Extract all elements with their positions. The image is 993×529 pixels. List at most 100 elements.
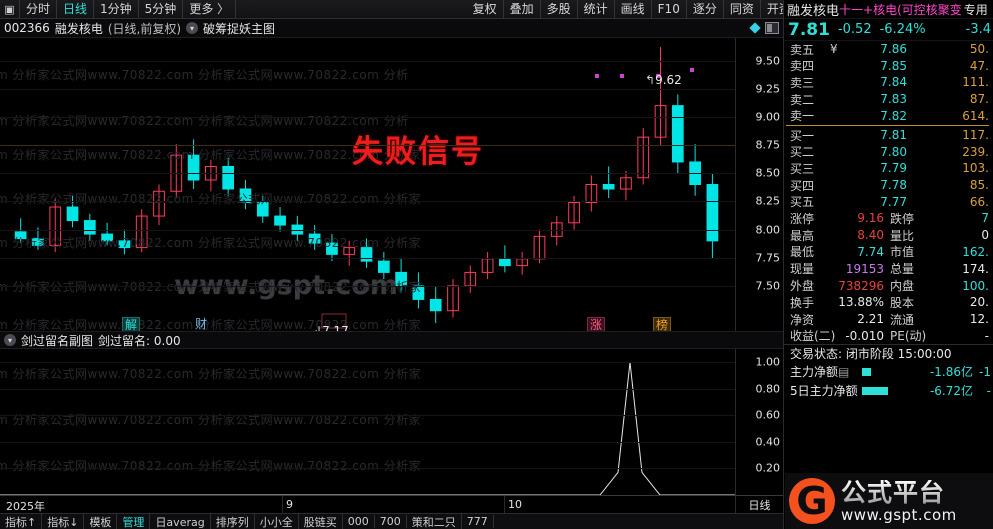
quote-price-row: 7.81 -0.52 -6.24% -3.4 <box>784 19 993 41</box>
stat-row-限价: 涨停 9.16 跌停 7 <box>784 210 993 227</box>
toolbar-item-复权[interactable]: 复权 <box>467 0 504 18</box>
bid-levels: 买一 7.81 117. 买二 7.80 239. 买三 7.79 103. 买… <box>784 127 993 210</box>
logo-url: www.gspt.com <box>841 505 957 524</box>
toolbar-item-叠加[interactable]: 叠加 <box>504 0 541 18</box>
ask-level-5[interactable]: 卖五 ¥ 7.86 50. <box>784 41 993 58</box>
ask-price: 7.85 <box>880 58 907 73</box>
bid-level-3[interactable]: 买三 7.79 103. <box>784 160 993 177</box>
bottom-item-1[interactable]: 指标↓ <box>42 514 85 529</box>
toolbar-item-日线[interactable]: 日线 <box>57 0 95 18</box>
ask-level-1[interactable]: 卖一 7.82 614. <box>784 107 993 124</box>
panel-icon[interactable]: ▣ <box>0 0 20 18</box>
stat-key: 最高 <box>790 228 815 243</box>
indicator-name[interactable]: 破筹捉妖主图 <box>203 21 276 36</box>
date-axis: 2025年 9 10 <box>0 495 783 514</box>
bid-label: 买二 <box>790 145 815 160</box>
bid-level-2[interactable]: 买二 7.80 239. <box>784 144 993 161</box>
chevron-down-circle-icon[interactable]: ▾ <box>4 334 16 346</box>
toolbar-item-more[interactable]: 更多 〉 <box>183 0 237 18</box>
stat-value: 162. <box>962 244 989 259</box>
high-price-label: ↰9.62 <box>645 73 682 87</box>
sub-indicator-name[interactable]: 剑过留名副图 <box>21 333 94 348</box>
stat-value: -0.010 <box>845 328 884 343</box>
axis-period-label: 日线 <box>735 495 783 513</box>
toolbar-item-1min[interactable]: 1分钟 <box>94 0 139 18</box>
stat-value: 738296 <box>838 278 884 293</box>
bid-level-1[interactable]: 买一 7.81 117. <box>784 127 993 144</box>
bid-level-5[interactable]: 买五 7.77 66. <box>784 193 993 210</box>
stock-code: 002366 <box>4 21 50 35</box>
ask-volume: 87. <box>969 92 989 107</box>
bottom-item-11[interactable]: 777 <box>462 515 494 528</box>
stat-key: 跌停 <box>890 211 915 226</box>
bid-level-4[interactable]: 买四 7.78 85. <box>784 177 993 194</box>
ask-level-4[interactable]: 卖四 7.85 47. <box>784 58 993 75</box>
trade-status: 交易状态: 闭市阶段 15:00:00 <box>784 344 993 362</box>
flow-value-2: -1 <box>979 364 991 379</box>
gridline <box>0 415 735 417</box>
flow-value-2: - <box>986 383 991 398</box>
bid-volume: 85. <box>969 178 989 193</box>
diamond-icon[interactable] <box>749 22 761 34</box>
ask-level-3[interactable]: 卖三 7.84 111. <box>784 74 993 91</box>
bottom-item-9[interactable]: 700 <box>375 515 407 528</box>
toolbar-item-统计[interactable]: 统计 <box>578 0 615 18</box>
sub-indicator-chart[interactable]: m 分析家公式网www.70822.com 分析家公式网www.70822.co… <box>0 349 783 495</box>
bottom-item-3[interactable]: 管理 <box>117 514 151 529</box>
bottom-item-4[interactable]: 日averag <box>150 514 211 529</box>
ask-label: 卖三 <box>790 75 815 90</box>
bottom-item-8[interactable]: 000 <box>343 515 375 528</box>
toolbar-item-f10[interactable]: F10 <box>652 0 687 18</box>
stat-value: 0 <box>981 228 989 243</box>
date-label-year: 2025年 <box>6 500 45 513</box>
gridline <box>0 257 735 259</box>
bid-price: 7.81 <box>880 128 907 143</box>
toolbar-item-同资[interactable]: 同资 <box>724 0 761 18</box>
bottom-item-10[interactable]: 策和二只 <box>407 514 462 529</box>
stat-key: 现量 <box>790 262 815 277</box>
toolbar-item-画线[interactable]: 画线 <box>615 0 652 18</box>
tag-榜: 榜 <box>653 317 672 331</box>
stat-row-eps: 收益(二) -0.010 PE(动) - <box>784 328 993 345</box>
ask-price: 7.84 <box>880 75 907 90</box>
stat-value: 8.40 <box>857 228 884 243</box>
bottom-item-0[interactable]: 指标↑ <box>0 514 43 529</box>
ask-label: 卖一 <box>790 109 815 124</box>
sub-chart-axis: 0.20 0.40 0.60 0.80 1.00 <box>735 349 783 495</box>
toolbar-item-5min[interactable]: 5分钟 <box>139 0 184 18</box>
stat-value: 12. <box>969 312 989 327</box>
gridline <box>0 468 735 470</box>
ask-volume: 614. <box>962 108 989 123</box>
price-axis-label: 9.25 <box>755 82 781 96</box>
quote-panel: 融发核电 十一 +核电(可控核聚变 专用 7.81 -0.52 -6.24% -… <box>783 0 993 529</box>
window-restore-icon[interactable] <box>765 22 779 34</box>
bottom-item-5[interactable]: 排序列 <box>211 514 255 529</box>
stat-key: 最低 <box>790 245 815 260</box>
ask-level-2[interactable]: 卖二 7.83 87. <box>784 91 993 108</box>
g-logo-icon: G <box>789 478 835 524</box>
main-candlestick-chart[interactable]: www.gspt.com m 分析家公式网www.70822.com 分析家公式… <box>0 38 783 331</box>
stat-value: 19153 <box>845 261 884 276</box>
bottom-item-7[interactable]: 股链买 <box>299 514 343 529</box>
stat-key: 收益(二) <box>790 329 836 344</box>
ask-label: 卖二 <box>790 92 815 107</box>
stat-value: 7.74 <box>857 244 884 259</box>
price-axis-label: 8.00 <box>755 223 781 237</box>
gridline <box>0 285 735 287</box>
bottom-item-2[interactable]: 模板 <box>84 514 118 529</box>
stock-name: 融发核电 <box>54 21 103 36</box>
gridline <box>0 116 735 118</box>
sub-axis-label: 0.60 <box>755 408 781 422</box>
sub-axis-label: 0.20 <box>755 461 781 475</box>
stat-key: 市值 <box>890 245 915 260</box>
chevron-down-circle-icon[interactable]: ▾ <box>186 22 199 34</box>
bottom-item-6[interactable]: 小小全 <box>255 514 299 529</box>
stat-key: 外盘 <box>790 279 815 294</box>
stat-value: 2.21 <box>857 312 884 327</box>
flow-label: 主力净额▤ <box>790 365 850 380</box>
stat-row-outer: 外盘 738296 内盘 100. <box>784 277 993 294</box>
toolbar-item-分时[interactable]: 分时 <box>20 0 58 18</box>
toolbar-item-逐分[interactable]: 逐分 <box>687 0 724 18</box>
sub-axis-label: 0.40 <box>755 435 781 449</box>
toolbar-item-多股[interactable]: 多股 <box>541 0 578 18</box>
